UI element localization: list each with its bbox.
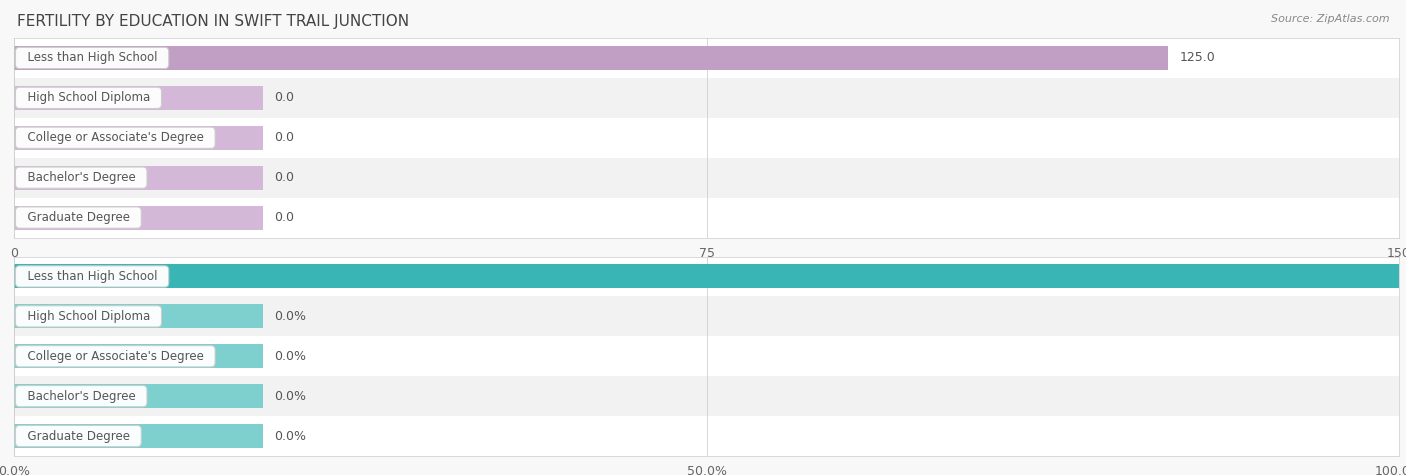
Text: 0.0: 0.0 [274,171,294,184]
Text: 125.0: 125.0 [1180,51,1215,65]
Text: High School Diploma: High School Diploma [20,91,157,104]
Bar [14,344,263,368]
Text: College or Associate's Degree: College or Associate's Degree [20,131,211,144]
Text: Source: ZipAtlas.com: Source: ZipAtlas.com [1271,14,1389,24]
Text: 0.0%: 0.0% [274,429,307,443]
Text: High School Diploma: High School Diploma [20,310,157,323]
Bar [14,78,1399,118]
Text: College or Associate's Degree: College or Associate's Degree [20,350,211,363]
Text: Bachelor's Degree: Bachelor's Degree [20,171,143,184]
Text: Graduate Degree: Graduate Degree [20,211,138,224]
Bar [14,304,263,328]
Bar [14,126,263,150]
Text: Less than High School: Less than High School [20,270,165,283]
Text: 0.0: 0.0 [274,131,294,144]
Bar [14,265,1399,288]
Bar [14,198,1399,238]
Text: 0.0: 0.0 [274,211,294,224]
Bar [14,424,263,448]
Bar [14,376,1399,416]
Bar [14,166,263,190]
Text: 0.0%: 0.0% [274,350,307,363]
Bar [14,296,1399,336]
Text: Less than High School: Less than High School [20,51,165,65]
Text: 0.0%: 0.0% [274,310,307,323]
Bar [14,336,1399,376]
Text: 0.0%: 0.0% [274,390,307,403]
Bar [14,46,1168,70]
Text: Bachelor's Degree: Bachelor's Degree [20,390,143,403]
Bar [14,86,263,110]
Bar [14,158,1399,198]
Bar [14,206,263,229]
Text: FERTILITY BY EDUCATION IN SWIFT TRAIL JUNCTION: FERTILITY BY EDUCATION IN SWIFT TRAIL JU… [17,14,409,29]
Bar [14,384,263,408]
Bar [14,118,1399,158]
Text: 0.0: 0.0 [274,91,294,104]
Text: Graduate Degree: Graduate Degree [20,429,138,443]
Bar [14,416,1399,456]
Bar [14,256,1399,296]
Bar [14,38,1399,78]
